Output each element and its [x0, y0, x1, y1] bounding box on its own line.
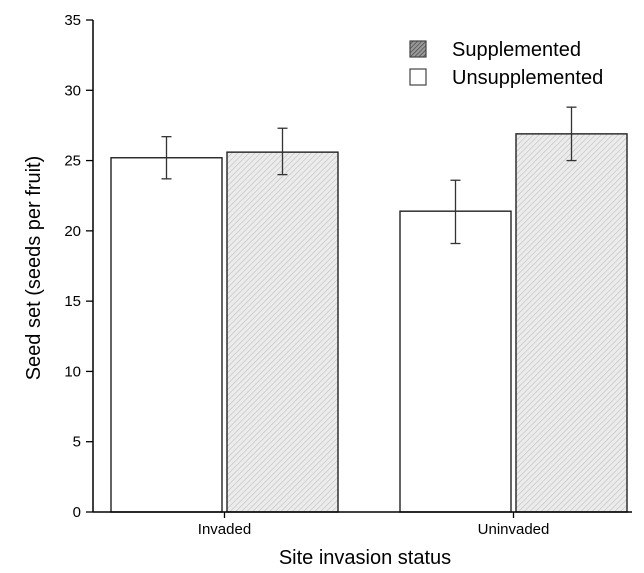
y-tick-label: 0: [73, 504, 81, 521]
legend-label-supplemented: Supplemented: [452, 39, 581, 61]
y-axis-title: Seed set (seeds per fruit): [23, 156, 45, 381]
bars-layer: [110, 133, 628, 513]
x-tick-label-invaded: Invaded: [198, 521, 251, 538]
y-axis-ticks: 0 5 10 15 20 25 30 35: [64, 12, 93, 521]
legend-swatch-unsupplemented: [409, 68, 427, 86]
legend-label-unsupplemented: Unsupplemented: [452, 67, 603, 89]
y-tick-label: 10: [64, 363, 81, 380]
legend: Supplemented Unsupplemented: [409, 39, 603, 89]
bar-invaded-unsupplemented: [110, 157, 223, 513]
y-tick-label: 35: [64, 12, 81, 29]
y-tick-label: 25: [64, 153, 81, 170]
x-axis-title: Site invasion status: [279, 547, 451, 569]
error-bars-layer: [161, 106, 577, 245]
bar-uninvaded-supplemented: [515, 133, 628, 513]
x-tick-label-uninvaded: Uninvaded: [478, 521, 550, 538]
y-tick-label: 30: [64, 82, 81, 99]
y-tick-label: 5: [73, 434, 81, 451]
bar-uninvaded-unsupplemented: [399, 210, 512, 513]
bar-invaded-supplemented: [226, 151, 339, 513]
y-tick-label: 15: [64, 293, 81, 310]
y-tick-label: 20: [64, 223, 81, 240]
legend-swatch-supplemented: [409, 40, 427, 58]
x-axis-category-labels: Invaded Uninvaded: [198, 512, 550, 538]
